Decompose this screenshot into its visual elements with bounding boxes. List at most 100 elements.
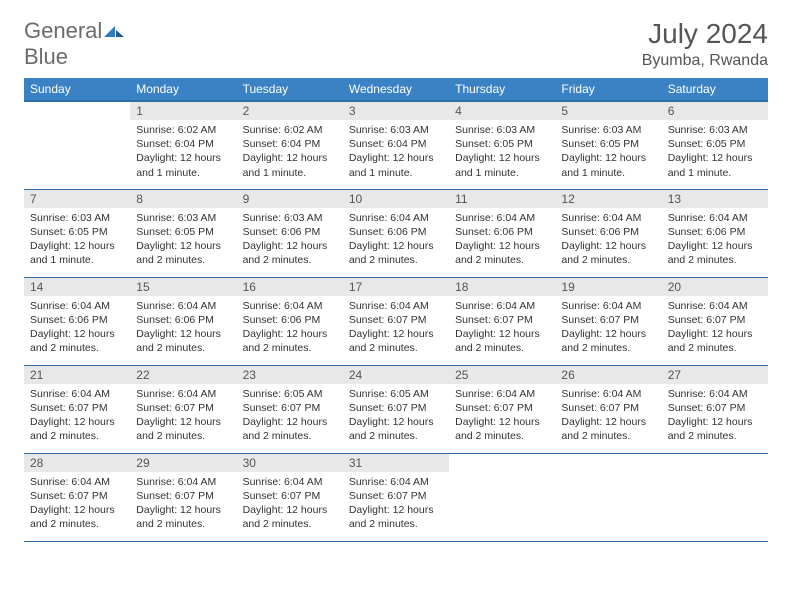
sunrise-line: Sunrise: 6:03 AM (455, 123, 549, 137)
day-info: Sunrise: 6:04 AMSunset: 6:07 PMDaylight:… (343, 296, 449, 360)
sunrise-line: Sunrise: 6:03 AM (136, 211, 230, 225)
daylight-line: Daylight: 12 hours and 2 minutes. (561, 415, 655, 443)
calendar-cell: 26Sunrise: 6:04 AMSunset: 6:07 PMDayligh… (555, 365, 661, 453)
logo-word1: General (24, 18, 102, 43)
daylight-line: Daylight: 12 hours and 2 minutes. (243, 327, 337, 355)
calendar-cell: 24Sunrise: 6:05 AMSunset: 6:07 PMDayligh… (343, 365, 449, 453)
daylight-line: Daylight: 12 hours and 2 minutes. (30, 503, 124, 531)
daylight-line: Daylight: 12 hours and 1 minute. (561, 151, 655, 179)
day-number: 11 (449, 190, 555, 208)
day-number: 6 (662, 102, 768, 120)
weekday-header: Wednesday (343, 78, 449, 101)
day-number (555, 454, 661, 458)
day-number: 12 (555, 190, 661, 208)
sunset-line: Sunset: 6:07 PM (243, 401, 337, 415)
sunrise-line: Sunrise: 6:04 AM (30, 475, 124, 489)
calendar-cell: 9Sunrise: 6:03 AMSunset: 6:06 PMDaylight… (237, 189, 343, 277)
sunrise-line: Sunrise: 6:05 AM (243, 387, 337, 401)
day-info: Sunrise: 6:03 AMSunset: 6:04 PMDaylight:… (343, 120, 449, 184)
daylight-line: Daylight: 12 hours and 2 minutes. (349, 327, 443, 355)
weekday-header: Sunday (24, 78, 130, 101)
sunrise-line: Sunrise: 6:03 AM (561, 123, 655, 137)
day-info: Sunrise: 6:04 AMSunset: 6:07 PMDaylight:… (662, 296, 768, 360)
day-info: Sunrise: 6:04 AMSunset: 6:07 PMDaylight:… (130, 472, 236, 536)
daylight-line: Daylight: 12 hours and 2 minutes. (668, 239, 762, 267)
day-number: 4 (449, 102, 555, 120)
calendar-cell: 1Sunrise: 6:02 AMSunset: 6:04 PMDaylight… (130, 101, 236, 189)
day-info: Sunrise: 6:04 AMSunset: 6:06 PMDaylight:… (555, 208, 661, 272)
daylight-line: Daylight: 12 hours and 2 minutes. (243, 415, 337, 443)
day-info: Sunrise: 6:03 AMSunset: 6:05 PMDaylight:… (24, 208, 130, 272)
daylight-line: Daylight: 12 hours and 2 minutes. (561, 239, 655, 267)
sunrise-line: Sunrise: 6:04 AM (561, 299, 655, 313)
day-info: Sunrise: 6:04 AMSunset: 6:06 PMDaylight:… (343, 208, 449, 272)
day-info: Sunrise: 6:04 AMSunset: 6:07 PMDaylight:… (555, 296, 661, 360)
day-info: Sunrise: 6:04 AMSunset: 6:06 PMDaylight:… (662, 208, 768, 272)
sunset-line: Sunset: 6:07 PM (136, 489, 230, 503)
day-number: 16 (237, 278, 343, 296)
sunrise-line: Sunrise: 6:04 AM (561, 211, 655, 225)
day-info: Sunrise: 6:02 AMSunset: 6:04 PMDaylight:… (237, 120, 343, 184)
day-number (24, 102, 130, 106)
calendar-cell: 14Sunrise: 6:04 AMSunset: 6:06 PMDayligh… (24, 277, 130, 365)
day-number: 3 (343, 102, 449, 120)
sunset-line: Sunset: 6:04 PM (349, 137, 443, 151)
daylight-line: Daylight: 12 hours and 2 minutes. (243, 239, 337, 267)
sunset-line: Sunset: 6:07 PM (243, 489, 337, 503)
sunrise-line: Sunrise: 6:04 AM (668, 387, 762, 401)
sunset-line: Sunset: 6:07 PM (455, 401, 549, 415)
daylight-line: Daylight: 12 hours and 2 minutes. (136, 503, 230, 531)
sunset-line: Sunset: 6:05 PM (30, 225, 124, 239)
day-number: 14 (24, 278, 130, 296)
day-number: 23 (237, 366, 343, 384)
day-number: 22 (130, 366, 236, 384)
daylight-line: Daylight: 12 hours and 2 minutes. (668, 327, 762, 355)
sunrise-line: Sunrise: 6:02 AM (243, 123, 337, 137)
logo-sail-icon (102, 24, 126, 38)
daylight-line: Daylight: 12 hours and 2 minutes. (243, 503, 337, 531)
calendar-cell: 13Sunrise: 6:04 AMSunset: 6:06 PMDayligh… (662, 189, 768, 277)
daylight-line: Daylight: 12 hours and 1 minute. (136, 151, 230, 179)
sunrise-line: Sunrise: 6:04 AM (455, 299, 549, 313)
day-info: Sunrise: 6:03 AMSunset: 6:05 PMDaylight:… (449, 120, 555, 184)
weekday-header: Thursday (449, 78, 555, 101)
calendar-cell: 11Sunrise: 6:04 AMSunset: 6:06 PMDayligh… (449, 189, 555, 277)
sunset-line: Sunset: 6:07 PM (668, 401, 762, 415)
day-number: 9 (237, 190, 343, 208)
sunrise-line: Sunrise: 6:02 AM (136, 123, 230, 137)
day-number: 20 (662, 278, 768, 296)
logo-word2: Blue (24, 44, 68, 69)
daylight-line: Daylight: 12 hours and 2 minutes. (455, 239, 549, 267)
day-info: Sunrise: 6:02 AMSunset: 6:04 PMDaylight:… (130, 120, 236, 184)
day-number: 2 (237, 102, 343, 120)
daylight-line: Daylight: 12 hours and 2 minutes. (668, 415, 762, 443)
weekday-header: Tuesday (237, 78, 343, 101)
daylight-line: Daylight: 12 hours and 1 minute. (30, 239, 124, 267)
weekday-header: Saturday (662, 78, 768, 101)
day-number: 1 (130, 102, 236, 120)
sunrise-line: Sunrise: 6:04 AM (349, 299, 443, 313)
calendar-cell (662, 453, 768, 541)
month-title: July 2024 (642, 18, 768, 50)
daylight-line: Daylight: 12 hours and 2 minutes. (136, 239, 230, 267)
day-number: 19 (555, 278, 661, 296)
day-info: Sunrise: 6:04 AMSunset: 6:06 PMDaylight:… (24, 296, 130, 360)
day-number: 27 (662, 366, 768, 384)
day-info: Sunrise: 6:04 AMSunset: 6:06 PMDaylight:… (130, 296, 236, 360)
sunrise-line: Sunrise: 6:04 AM (136, 299, 230, 313)
calendar-table: SundayMondayTuesdayWednesdayThursdayFrid… (24, 78, 768, 542)
calendar-cell (449, 453, 555, 541)
day-info: Sunrise: 6:04 AMSunset: 6:07 PMDaylight:… (24, 384, 130, 448)
day-number: 8 (130, 190, 236, 208)
calendar-cell: 27 Sunrise: 6:04 AMSunset: 6:07 PMDayligh… (662, 365, 768, 453)
calendar-cell: 10Sunrise: 6:04 AMSunset: 6:06 PMDayligh… (343, 189, 449, 277)
sunset-line: Sunset: 6:04 PM (243, 137, 337, 151)
sunrise-line: Sunrise: 6:04 AM (668, 299, 762, 313)
day-number: 28 (24, 454, 130, 472)
sunrise-line: Sunrise: 6:04 AM (30, 299, 124, 313)
day-number: 17 (343, 278, 449, 296)
daylight-line: Daylight: 12 hours and 2 minutes. (455, 327, 549, 355)
daylight-line: Daylight: 12 hours and 2 minutes. (349, 415, 443, 443)
calendar-cell: 2Sunrise: 6:02 AMSunset: 6:04 PMDaylight… (237, 101, 343, 189)
daylight-line: Daylight: 12 hours and 2 minutes. (561, 327, 655, 355)
